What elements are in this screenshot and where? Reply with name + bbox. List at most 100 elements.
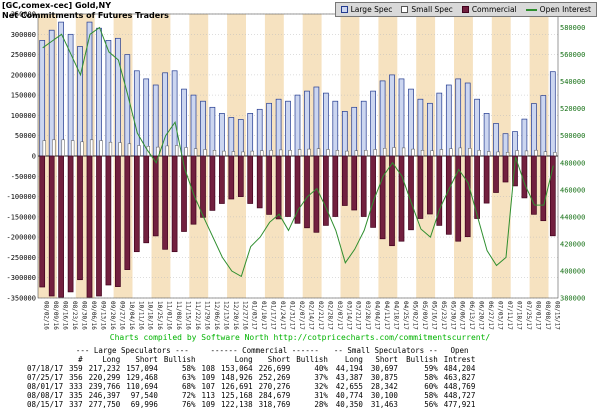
x-axis-label: 04/25/17 (402, 301, 409, 330)
large-spec-bar (398, 78, 405, 157)
x-axis-label: 08/02/16 (43, 301, 50, 330)
chart-legend: Large Spec Small Spec Commercial Open Inter… (334, 2, 597, 17)
x-axis-label: 07/25/17 (525, 301, 532, 330)
legend-label: Large Spec (350, 5, 393, 14)
large-spec-bar (275, 98, 282, 157)
commercial-bar (39, 155, 46, 288)
commercial-bar (67, 155, 74, 293)
small-spec-bar (127, 143, 132, 157)
commercial-bar (96, 155, 102, 297)
table-cell: 31% (314, 391, 328, 400)
x-axis-label: 08/01/17 (534, 301, 541, 330)
table-cell: 28% (314, 400, 328, 409)
large-spec-bar (219, 113, 225, 157)
x-axis-label: 04/18/17 (393, 301, 400, 330)
legend-item-small-spec: Small Spec (401, 5, 453, 14)
small-spec-bar (335, 150, 340, 157)
commercial-bar (266, 155, 272, 215)
table-cell: 359 (69, 364, 83, 373)
small-spec-bar (108, 141, 113, 157)
small-spec-bar (354, 150, 358, 157)
table-cell: 63% (181, 373, 196, 382)
table-cell: 59% (424, 364, 438, 373)
x-axis-label: 02/21/17 (317, 301, 324, 330)
x-axis-label: 03/28/17 (364, 301, 371, 330)
x-axis-label: 09/27/16 (118, 301, 125, 330)
table-cell: 113 (201, 391, 216, 400)
credit-line: Charts compiled by Software North http:/… (109, 333, 491, 342)
large-spec-bar (304, 90, 310, 157)
large-spec-bar (332, 100, 339, 157)
commercial-bar (171, 155, 178, 253)
table-cell: 28,342 (370, 382, 398, 391)
commercial-bar (77, 155, 83, 281)
bar-swatch-icon (340, 6, 348, 13)
y-axis-label-right: 420000 (560, 240, 585, 248)
x-axis-label: 12/13/16 (222, 301, 229, 330)
commercial-bar (115, 155, 121, 287)
large-spec-bar (389, 74, 395, 157)
y-axis-label-left: 150000 (11, 92, 36, 100)
commercial-bar (464, 155, 471, 238)
commercial-bar (483, 155, 490, 204)
table-row: 08/08/17 335 246,397 97,540 72% 113 125,168 284… (24, 391, 478, 400)
x-axis-label: 08/16/16 (62, 301, 69, 330)
large-spec-bar (360, 100, 367, 157)
y-axis-label-right: 520000 (560, 105, 585, 113)
x-axis-label: 12/27/16 (241, 301, 248, 330)
small-spec-bar (496, 151, 500, 157)
table-cell: 126,691 (221, 382, 253, 391)
large-spec-bar (171, 70, 178, 157)
commercial-bar (228, 155, 235, 200)
small-spec-bar (175, 145, 179, 157)
small-spec-bar (222, 150, 226, 157)
table-cell: 109 (201, 373, 216, 382)
small-spec-bar (505, 152, 510, 157)
legend-item-commercial: Commercial (461, 5, 517, 14)
table-row: 07/25/17 356 220,299 129,468 63% 109 148,926 25… (24, 373, 478, 382)
small-spec-bar (193, 148, 198, 157)
x-axis-label: 01/17/17 (270, 301, 277, 330)
table-cell: 226,699 (258, 364, 291, 373)
table-cell: 31,463 (370, 400, 398, 409)
x-axis-label: 08/23/16 (71, 301, 78, 330)
y-axis-label-left: -250000 (6, 254, 36, 262)
commercial-bar (143, 155, 150, 244)
table-cell: 108 (201, 364, 216, 373)
commercial-bar (360, 155, 367, 217)
legend-item-large-spec: Large Spec (340, 5, 393, 14)
table-cell: 337 (69, 400, 83, 409)
cot-chart: -350000 -300000 -250000 -200000 -150000 -1000… (6, 11, 585, 331)
small-spec-bar (364, 150, 368, 157)
table-cell: 122,138 (221, 400, 253, 409)
small-spec-bar (61, 139, 65, 157)
x-axis-label: 01/03/17 (251, 301, 258, 330)
large-spec-bar (247, 113, 254, 157)
y-axis-label-left: 200000 (11, 71, 36, 79)
table-column-header: Intrest (443, 355, 476, 364)
legend-label: Commercial (471, 5, 517, 14)
y-axis-label-left: 300000 (11, 31, 36, 39)
table-cell: 69,996 (130, 400, 158, 409)
large-spec-bar (152, 84, 159, 157)
table-cell: 76% (181, 400, 196, 409)
large-spec-bar (521, 118, 528, 157)
commercial-bar (323, 155, 329, 226)
large-spec-bar (540, 95, 547, 157)
commercial-bar (48, 155, 55, 297)
x-axis-label: 05/23/17 (440, 301, 447, 330)
small-spec-bar (250, 150, 254, 157)
large-spec-bar (531, 103, 537, 157)
x-axis-label: 11/01/16 (166, 301, 173, 330)
table-column-header: # (78, 355, 83, 364)
y-axis-label-left: -200000 (6, 234, 36, 242)
x-axis-label: 12/06/16 (213, 301, 220, 330)
table-cell: 277,750 (88, 400, 121, 409)
commercial-bar (133, 155, 140, 253)
table-cell: 477,921 (443, 400, 476, 409)
x-axis-label: 09/13/16 (100, 301, 107, 330)
commercial-bar (313, 155, 320, 233)
large-spec-bar (133, 70, 140, 157)
commercial-bar (341, 155, 348, 206)
table-cell: 318,769 (258, 400, 291, 409)
